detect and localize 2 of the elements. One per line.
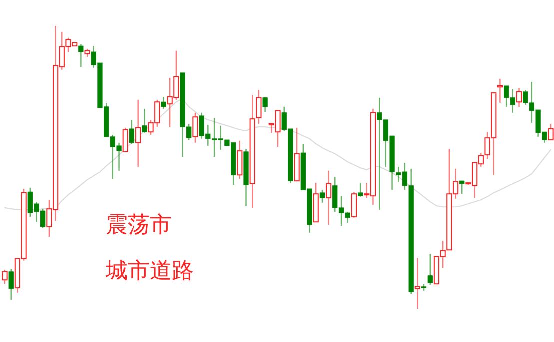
annotation: 震荡市: [106, 213, 172, 238]
annotation: 城市道路: [105, 259, 194, 284]
